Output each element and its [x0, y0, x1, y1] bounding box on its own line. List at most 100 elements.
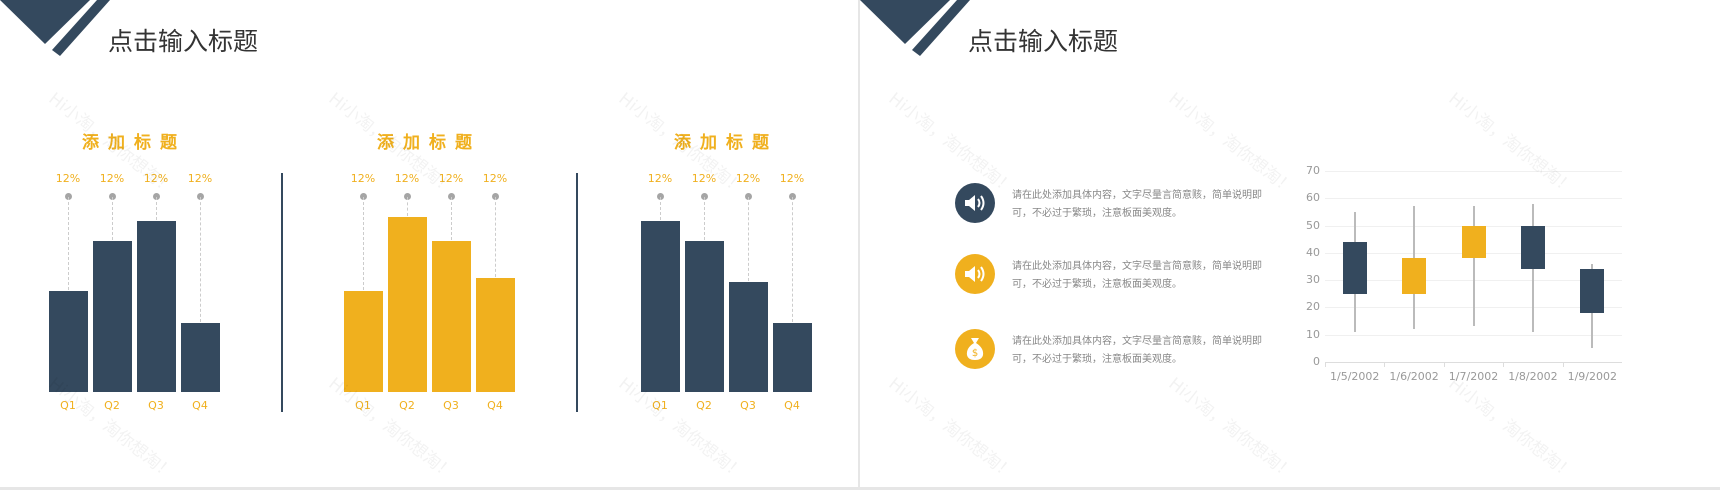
bar[interactable] — [92, 240, 133, 392]
x-tick-label: 1/7/2002 — [1448, 370, 1499, 383]
divider — [281, 173, 283, 412]
data-label: 12% — [647, 172, 673, 185]
item-description: 请在此处添加具体内容，文字尽量言简意赅，简单说明即可，不必过于繁琐，注意板面美观… — [1012, 261, 1262, 290]
gridline — [1325, 334, 1622, 336]
data-label: 12% — [735, 172, 761, 185]
bar[interactable] — [387, 215, 428, 392]
chart-title: 添加标题 — [674, 133, 778, 153]
leader-line — [748, 197, 749, 282]
bar[interactable] — [343, 289, 384, 392]
bar[interactable] — [772, 322, 813, 392]
watermark: Hi小淘，淘你想淘！ — [1444, 88, 1578, 200]
watermark: Hi小淘，淘你想淘！ — [884, 88, 1018, 200]
bar[interactable] — [136, 219, 177, 392]
candle-body[interactable] — [1520, 225, 1545, 270]
marker-dot — [656, 193, 664, 200]
y-tick-label: 50 — [1306, 218, 1320, 232]
leader-line — [156, 197, 157, 220]
chart-title: 添加标题 — [82, 133, 186, 153]
data-label: 12% — [438, 172, 464, 185]
marker-dot — [447, 193, 455, 200]
leader-line — [68, 197, 69, 290]
marker-dot — [152, 193, 160, 200]
bar[interactable] — [475, 277, 516, 392]
bar[interactable] — [684, 240, 725, 392]
category-label: Q1 — [60, 399, 76, 412]
y-tick-label: 40 — [1306, 245, 1320, 259]
data-label: 12% — [99, 172, 125, 185]
slide-title[interactable]: 点击输入标题 — [968, 27, 1119, 56]
data-label: 12% — [394, 172, 420, 185]
marker-dot — [788, 193, 796, 200]
y-tick-label: 20 — [1306, 300, 1320, 314]
category-label: Q3 — [148, 399, 164, 412]
svg-text:$: $ — [972, 348, 978, 359]
x-tick-label: 1/5/2002 — [1329, 370, 1380, 383]
data-label: 12% — [143, 172, 169, 185]
x-tick — [1562, 362, 1564, 367]
speaker-icon — [955, 183, 995, 223]
bar[interactable] — [48, 289, 89, 392]
candle-body[interactable] — [1580, 269, 1605, 313]
y-tick-label: 30 — [1306, 273, 1320, 287]
marker-dot — [64, 193, 72, 200]
category-label: Q4 — [487, 399, 503, 412]
corner-decoration-icon — [0, 0, 110, 56]
data-label: 12% — [779, 172, 805, 185]
marker-dot — [108, 193, 116, 200]
watermark: Hi小淘，淘你想淘！ — [1444, 373, 1578, 485]
candle-body[interactable] — [1402, 258, 1427, 294]
x-tick — [1503, 362, 1505, 367]
marker-dot — [403, 193, 411, 200]
x-tick-label: 1/9/2002 — [1567, 370, 1617, 383]
category-label: Q2 — [696, 399, 712, 412]
leader-line — [660, 197, 661, 220]
watermark: Hi小淘，淘你想淘！ — [1164, 373, 1298, 485]
x-tick-label: 1/8/2002 — [1508, 370, 1558, 383]
category-label: Q4 — [784, 399, 800, 412]
money-bag-icon: $ — [955, 329, 995, 369]
speaker-icon — [955, 254, 995, 294]
category-label: Q4 — [192, 399, 208, 412]
data-label: 12% — [482, 172, 508, 185]
marker-dot — [196, 193, 204, 200]
gridline — [1325, 170, 1622, 172]
marker-dot — [700, 193, 708, 200]
leader-line — [112, 197, 113, 241]
watermark: Hi小淘，淘你想淘！ — [1164, 88, 1298, 200]
chart-title: 添加标题 — [377, 133, 481, 153]
slide-title[interactable]: 点击输入标题 — [108, 27, 259, 56]
category-label: Q3 — [740, 399, 756, 412]
bar[interactable] — [640, 219, 681, 392]
leader-line — [704, 197, 705, 241]
data-label: 12% — [691, 172, 717, 185]
data-label: 12% — [55, 172, 81, 185]
candle-wick — [1472, 206, 1475, 327]
bar[interactable] — [431, 240, 472, 392]
y-tick-label: 70 — [1306, 163, 1320, 177]
category-label: Q2 — [104, 399, 120, 412]
candle-body[interactable] — [1461, 225, 1486, 259]
corner-decoration-icon — [860, 0, 970, 56]
marker-dot — [491, 193, 499, 200]
y-tick-label: 10 — [1306, 327, 1320, 341]
item-description: 请在此处添加具体内容，文字尽量言简意赅，简单说明即可，不必过于繁琐，注意板面美观… — [1012, 190, 1262, 219]
category-label: Q1 — [652, 399, 668, 412]
y-tick-label: 60 — [1306, 191, 1320, 205]
bar[interactable] — [728, 281, 769, 392]
leader-line — [407, 197, 408, 216]
gridline — [1325, 198, 1622, 200]
leader-line — [200, 197, 201, 323]
leader-line — [495, 197, 496, 278]
data-label: 12% — [350, 172, 376, 185]
watermark: Hi小淘，淘你想淘！ — [884, 373, 1018, 485]
category-label: Q3 — [443, 399, 459, 412]
x-tick-label: 1/6/2002 — [1389, 370, 1439, 383]
bar[interactable] — [180, 322, 221, 392]
slide-bar-charts: 点击输入标题 添加标题 12% Q1 12% Q2 12% Q3 12% Q4 添加标题 12% Q1… — [0, 0, 858, 487]
x-tick — [1443, 362, 1445, 367]
candle-body[interactable] — [1342, 241, 1367, 294]
data-label: 12% — [187, 172, 213, 185]
leader-line — [363, 197, 364, 290]
x-tick — [1325, 362, 1326, 367]
